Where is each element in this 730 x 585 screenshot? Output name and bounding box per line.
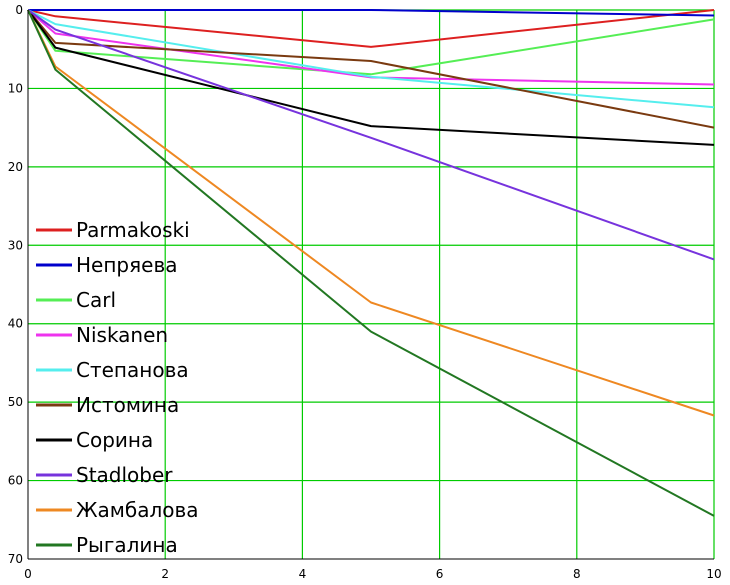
y-tick-label: 60 <box>8 474 23 488</box>
legend-label: Сорина <box>76 428 153 452</box>
legend-item: Stadlober <box>36 463 173 487</box>
series-line-6 <box>27 9 715 146</box>
x-tick-label: 2 <box>161 567 169 581</box>
legend-label: Niskanen <box>76 323 168 347</box>
series-line-3 <box>27 9 715 86</box>
x-tick-label: 8 <box>573 567 581 581</box>
series-lines <box>27 9 715 517</box>
y-tick-label: 20 <box>8 160 23 174</box>
legend-item: Сорина <box>36 428 153 452</box>
legend-label: Carl <box>76 288 116 312</box>
legend-item: Степанова <box>36 358 189 382</box>
x-tick-label: 0 <box>24 567 32 581</box>
y-tick-label: 0 <box>15 3 23 17</box>
axes <box>27 10 714 560</box>
series-line-8 <box>27 9 715 417</box>
y-tick-label: 30 <box>8 238 23 252</box>
legend-label: Stadlober <box>76 463 173 487</box>
series-line-5 <box>27 9 715 129</box>
legend-label: Истомина <box>76 393 179 417</box>
series-line-2 <box>27 9 715 76</box>
legend-item: Рыгалина <box>36 533 178 557</box>
legend-label: Жамбалова <box>76 498 199 522</box>
legend-item: Истомина <box>36 393 179 417</box>
legend-item: Niskanen <box>36 323 168 347</box>
y-tick-label: 40 <box>8 317 23 331</box>
series-line-9 <box>27 9 715 517</box>
legend-label: Parmakoski <box>76 218 190 242</box>
series-line-4 <box>27 9 715 109</box>
legend-item: Жамбалова <box>36 498 199 522</box>
legend-item: Parmakoski <box>36 218 190 242</box>
y-tick-label: 50 <box>8 395 23 409</box>
series-line-7 <box>27 9 715 261</box>
legend: Parmakoski Непряева Carl Niskanen Степанова И… <box>36 218 199 557</box>
legend-label: Непряева <box>76 253 178 277</box>
tick-labels: 0 2 4 6 8 10 0 10 20 30 40 50 60 70 <box>8 3 722 581</box>
y-tick-label: 70 <box>8 552 23 566</box>
y-tick-label: 10 <box>8 81 23 95</box>
x-tick-label: 6 <box>436 567 444 581</box>
legend-label: Рыгалина <box>76 533 178 557</box>
x-tick-label: 4 <box>299 567 307 581</box>
series-line-0 <box>27 9 715 48</box>
legend-item: Непряева <box>36 253 178 277</box>
x-tick-label: 10 <box>706 567 721 581</box>
legend-label: Степанова <box>76 358 189 382</box>
series-line-1 <box>28 9 715 17</box>
legend-item: Carl <box>36 288 116 312</box>
